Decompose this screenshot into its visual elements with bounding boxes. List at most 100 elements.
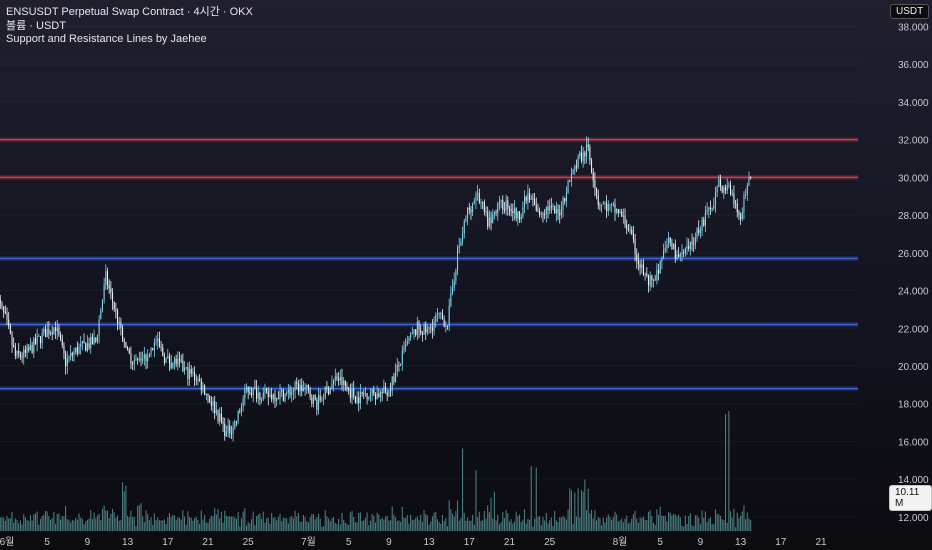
candle-body: [85, 343, 87, 351]
volume-bar: [363, 520, 365, 531]
volume-bar: [276, 520, 278, 531]
volume-bar: [629, 522, 631, 531]
candle-body: [691, 241, 693, 245]
volume-bar: [26, 519, 28, 531]
volume-bar: [152, 524, 154, 531]
volume-bar: [663, 516, 665, 531]
candle-body: [502, 200, 504, 210]
volume-bar: [410, 514, 412, 531]
time-tick-label: 8월: [613, 536, 628, 548]
candle-body: [147, 357, 149, 362]
candle-body: [195, 379, 197, 381]
candle-body: [614, 204, 616, 213]
candle-body: [512, 211, 514, 214]
volume-bar: [637, 522, 639, 531]
volume-bar: [1, 517, 3, 531]
candle-body: [317, 395, 320, 410]
candle-body: [676, 254, 678, 259]
volume-bar: [609, 516, 611, 531]
candle-body: [46, 329, 48, 338]
volume-bar: [565, 519, 567, 531]
volume-bar: [726, 522, 728, 531]
currency-badge[interactable]: USDT: [890, 4, 930, 19]
volume-bar: [401, 506, 403, 531]
volume-bar: [559, 517, 561, 531]
volume-indicator-label[interactable]: 볼륨 · USDT: [6, 19, 66, 32]
candle-body: [714, 192, 717, 205]
volume-bar: [487, 505, 489, 531]
volume-bar: [19, 520, 21, 531]
candle-body: [117, 310, 119, 324]
candle-body: [312, 395, 315, 404]
volume-bar: [636, 518, 638, 531]
volume-bar: [333, 517, 335, 531]
volume-bar: [55, 523, 57, 531]
candle-body: [272, 394, 274, 400]
volume-bar: [622, 522, 624, 531]
candle-body: [356, 397, 358, 403]
candle-body: [483, 202, 485, 212]
candle-body: [559, 213, 561, 216]
volume-bar: [317, 513, 320, 531]
candle-body: [674, 244, 676, 259]
indicator-label[interactable]: Support and Resistance Lines by Jaehee: [6, 33, 207, 45]
candle-body: [560, 209, 562, 216]
candle-body: [384, 386, 387, 393]
candle-body: [555, 209, 557, 214]
volume-bar: [577, 488, 579, 531]
volume-bar: [120, 519, 122, 531]
candle-body: [369, 393, 371, 397]
candle-body: [209, 396, 211, 402]
volume-bar: [229, 516, 231, 531]
candle-body: [36, 336, 38, 344]
candle-body: [413, 329, 415, 334]
volume-bar: [398, 520, 400, 531]
volume-bar: [274, 517, 276, 531]
candle-body: [652, 279, 655, 281]
volume-bar: [607, 514, 609, 531]
volume-bar: [66, 519, 68, 531]
volume-bar: [448, 500, 450, 531]
candle-body: [214, 401, 216, 414]
volume-bar: [269, 523, 271, 531]
candle-body: [642, 264, 644, 275]
volume-bar: [240, 518, 243, 531]
volume-bar: [735, 527, 737, 531]
volume-bar: [153, 513, 155, 531]
candle-body: [93, 338, 95, 345]
volume-bar: [694, 515, 696, 531]
candle-body: [190, 368, 192, 374]
candle-body: [719, 178, 722, 187]
volume-bar: [539, 516, 541, 531]
volume-bar: [204, 514, 206, 531]
volume-bar: [127, 515, 129, 531]
candle-body: [574, 166, 576, 170]
volume-bar: [70, 522, 72, 531]
candle-body: [589, 147, 591, 161]
candle-body: [301, 384, 303, 392]
volume-bar: [90, 510, 92, 531]
volume-bar: [606, 517, 608, 531]
volume-bar: [659, 506, 661, 531]
candle-body: [718, 178, 720, 187]
candle-body: [393, 376, 395, 383]
candle-body: [128, 349, 130, 354]
volume-bar: [261, 518, 263, 531]
symbol-title[interactable]: ENSUSDT Perpetual Swap Contract · 4시간 · …: [6, 6, 253, 18]
volume-bar: [502, 512, 504, 531]
candle-body: [428, 326, 430, 330]
candle-body: [698, 228, 700, 233]
volume-bar: [475, 470, 477, 531]
volume-bar: [115, 517, 117, 531]
volume-bar: [450, 509, 452, 531]
volume-bar: [282, 517, 284, 531]
volume-bar: [534, 518, 536, 531]
volume-bar: [197, 519, 199, 531]
candle-body: [180, 360, 182, 362]
volume-bar: [463, 512, 465, 531]
candle-body: [637, 260, 639, 264]
candle-body: [39, 336, 42, 344]
candle-body: [612, 204, 614, 205]
candle-body: [515, 208, 517, 219]
